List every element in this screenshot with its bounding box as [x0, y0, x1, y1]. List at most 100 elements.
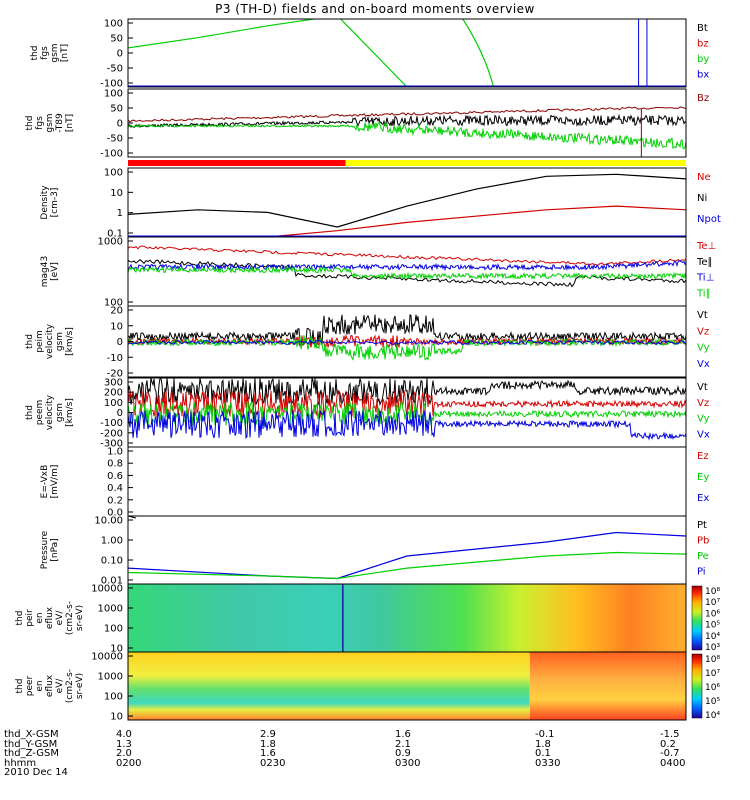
legend-Pe: Pe — [697, 551, 709, 562]
panel-temp: mag43 [eV] 1000 100 Te⊥ Te∥ Ti⊥ Ti∥ — [40, 236, 716, 309]
ion-spectrogram — [128, 584, 686, 652]
legend-Vz: Vz — [697, 326, 709, 337]
trace-B-black — [128, 113, 686, 128]
trace-by — [128, 19, 408, 87]
ytick-label: 200 — [104, 388, 123, 399]
panel-ion_spec-traces — [128, 584, 686, 652]
trace-Ni — [128, 173, 686, 228]
colorbar-label: 10⁵ — [705, 697, 720, 707]
panel-frame — [127, 305, 687, 378]
footer-row-label: thd_Y-GSM — [4, 738, 58, 750]
legend-Vy: Vy — [697, 414, 710, 425]
mode-bar-yellow — [345, 160, 686, 166]
footer-value: 2.9 — [260, 729, 276, 740]
legend-Vt: Vt — [697, 382, 708, 393]
legend-Ti⊥: Ti⊥ — [696, 273, 714, 284]
ytick-label: 0.6 — [107, 471, 123, 482]
colorbar-label: 10⁴ — [705, 711, 720, 721]
ytick-label: 10000 — [91, 652, 123, 663]
trace-Vx2 — [128, 409, 686, 441]
ylabel-line: peem — [35, 400, 45, 426]
ytick-label: 0.4 — [107, 483, 123, 494]
ytick-label: -100 — [100, 149, 123, 160]
ylabel-line: E=-VxB — [40, 465, 50, 499]
ytick-label: 0.1 — [107, 229, 123, 240]
ytick-label: 0 — [117, 408, 123, 419]
trace-by-drop — [462, 19, 495, 87]
trace-Ti-par — [128, 265, 686, 281]
panel-density: Density [cm-3] 100 10 1 0.1 Ne Ni Npot — [40, 167, 721, 240]
footer-value: 0330 — [535, 757, 561, 769]
legend-Pb: Pb — [697, 536, 709, 547]
ytick-label: 0.0 — [107, 508, 123, 519]
colorbar-label: 10⁶ — [705, 683, 720, 693]
ylabel-line: thd — [25, 405, 35, 420]
ylabel-line: peer — [25, 675, 35, 696]
ytick-label: 10 — [110, 321, 123, 332]
legend-Pi: Pi — [697, 567, 706, 578]
ele-spectrogram-left — [128, 652, 530, 720]
colorbar — [691, 653, 703, 719]
ytick-label: 10 — [110, 188, 123, 199]
trace-Te-perp — [128, 245, 686, 266]
legend-Npot: Npot — [697, 214, 721, 225]
panel-vel1: thd peim velocity gsm [km/s] 20 10 0 -10 -20 Vt Vz V… — [25, 305, 710, 380]
legend-Vy: Vy — [697, 343, 710, 354]
panel-temp-traces — [128, 245, 686, 288]
ylabel-line: sr-eV) — [75, 605, 85, 631]
panel-vel1-traces — [128, 314, 686, 361]
legend-Vt: Vt — [697, 310, 708, 321]
ytick-label: 1 — [117, 208, 123, 219]
ytick-label: 0.2 — [107, 495, 123, 506]
legend-Ex: Ex — [697, 493, 709, 504]
ylabel-line: [nPa] — [50, 538, 60, 561]
panel-ele_spec-traces — [128, 652, 686, 720]
footer-value: 1.6 — [260, 748, 276, 759]
trace-Vt2 — [128, 378, 686, 407]
footer-value: 0200 — [116, 757, 142, 769]
legend-Te∥: Te∥ — [696, 257, 713, 268]
panel-fgs: thd fgs gsm [nT] 100 50 0 -50 -100 Bt bz by bx — [30, 18, 709, 90]
legend-Te⊥: Te⊥ — [696, 241, 716, 252]
ylabel-line: gsm — [50, 43, 60, 62]
ytick-label: -100 — [100, 418, 123, 429]
ytick-label: 50 — [110, 104, 123, 115]
footer-value: -0.7 — [660, 748, 680, 759]
ytick-label: 1000 — [98, 604, 123, 615]
panel-density-traces — [128, 173, 686, 237]
legend-Ne: Ne — [697, 172, 711, 183]
panel-fgs_dsl: thd fgs gsm -T89 [nT] 100 50 0 -50 -100 Bz — [25, 88, 709, 166]
ytick-label: 20 — [110, 306, 123, 317]
colorbar-label: 10⁷ — [705, 669, 720, 679]
footer-row-label: thd_Z-GSM — [4, 748, 59, 759]
ytick-label: 300 — [104, 378, 123, 389]
trace-Vt — [128, 314, 686, 348]
mode-bar-red — [128, 160, 346, 166]
ylabel-line: gsm — [45, 113, 55, 132]
ytick-label: 0.01 — [101, 576, 123, 587]
ylabel-line: fgs — [35, 116, 45, 130]
legend-bz: bz — [697, 39, 709, 50]
ytick-label: 10000 — [91, 584, 123, 595]
panel-vel2-traces — [128, 378, 686, 441]
ytick-label: 1000 — [98, 237, 123, 248]
ytick-label: 100 — [104, 19, 123, 30]
ylabel-line: peim — [35, 330, 45, 353]
footer-row-label: thd_X-GSM — [4, 729, 59, 740]
ylabel-line: fgs — [40, 46, 50, 60]
ylabel-line: [cm-3] — [50, 188, 60, 218]
legend-Ni: Ni — [697, 193, 707, 204]
footer-value: 1.8 — [260, 738, 276, 750]
panel-frame — [127, 88, 687, 158]
ytick-label: 0 — [117, 119, 123, 130]
ytick-label: 0.10 — [101, 556, 123, 567]
footer-value: 2.1 — [395, 738, 411, 750]
ytick-label: 100 — [104, 398, 123, 409]
colorbar-label: 10⁴ — [705, 632, 720, 642]
footer-row-label: hhmm — [4, 757, 37, 769]
ylabel-line: [mV/m] — [50, 465, 60, 499]
ytick-label: -50 — [107, 134, 123, 145]
ylabel-line: en — [35, 680, 45, 691]
legend-Pt: Pt — [697, 520, 707, 531]
